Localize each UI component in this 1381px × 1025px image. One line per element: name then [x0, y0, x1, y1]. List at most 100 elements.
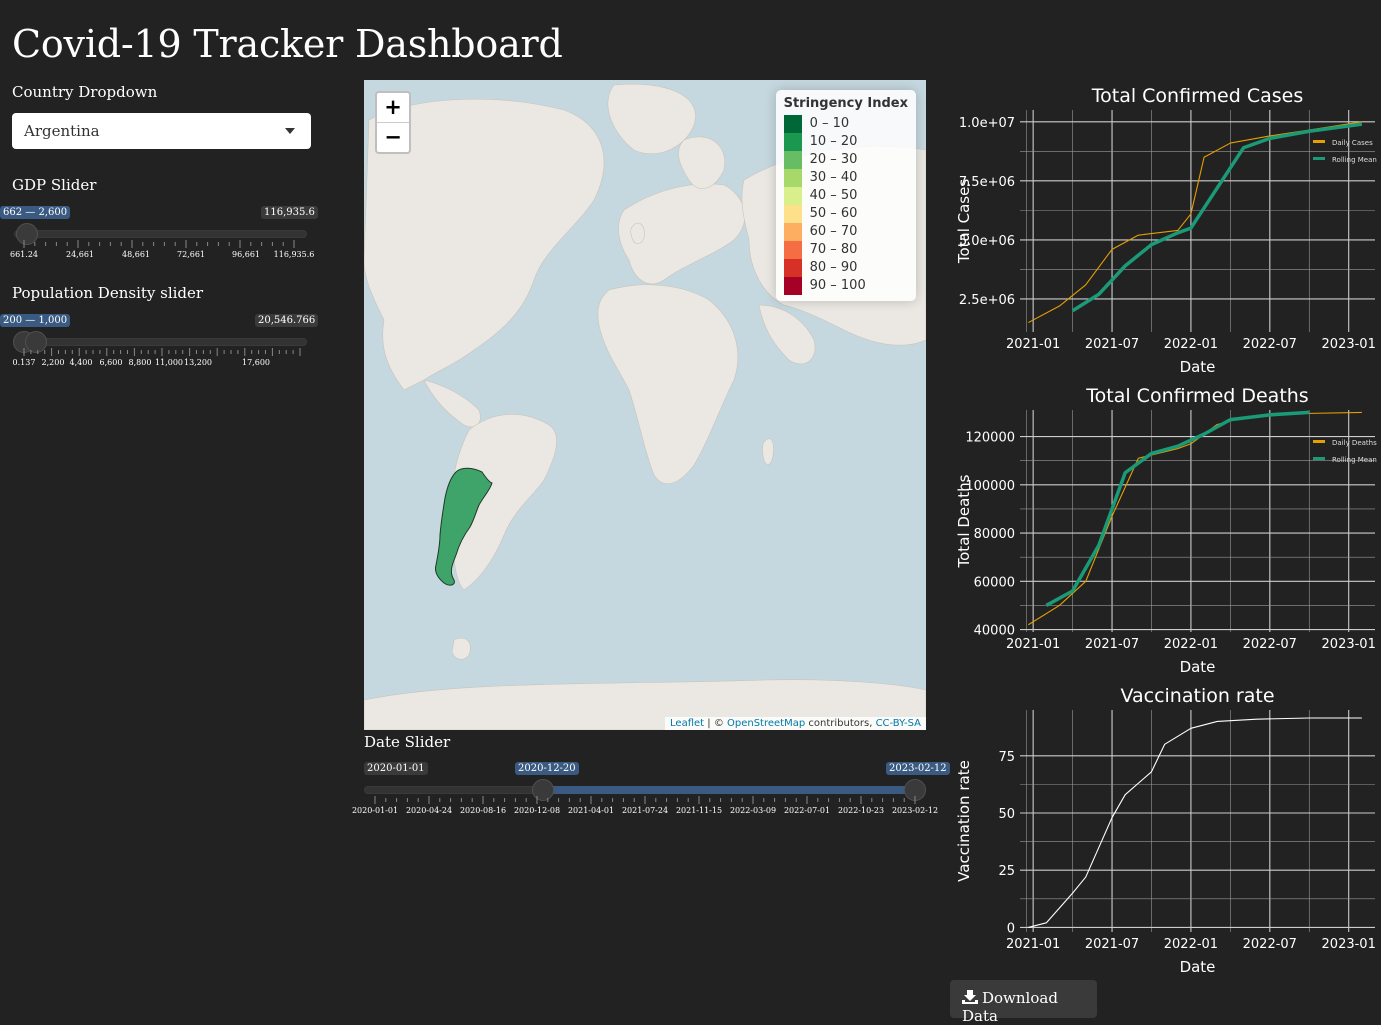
legend-row: 40 – 50	[783, 187, 908, 205]
x-axis-label: Date	[1180, 658, 1216, 675]
legend-swatch	[783, 259, 802, 277]
pop-slider-handle-max[interactable]	[25, 331, 47, 353]
pop-tick: 17,600	[242, 358, 270, 367]
zoom-out-button[interactable]: −	[377, 122, 409, 152]
y-axis-label: Vaccination rate	[955, 760, 973, 882]
date-to-label: 2023-02-12	[886, 762, 950, 775]
pop-tick: 13,200	[184, 358, 212, 367]
date-tick: 2023-02-12	[891, 806, 939, 815]
legend-swatch	[783, 133, 802, 151]
legend-row: 70 – 80	[783, 241, 908, 259]
y-tick-label: 40000	[974, 624, 1015, 639]
legend-swatch	[783, 151, 802, 169]
pop-tick: 0.137	[12, 358, 36, 367]
gdp-tick: 72,661	[177, 250, 205, 259]
pop-slider-label: Population Density slider	[12, 284, 204, 302]
gdp-tick: 96,661	[232, 250, 260, 259]
gdp-slider-handle[interactable]	[16, 223, 38, 245]
pop-range-label: 200 — 1,000	[0, 314, 71, 327]
x-tick-label: 2022-01	[1164, 337, 1218, 352]
legend-label: Rolling Mean	[1332, 456, 1377, 464]
legend-label: Rolling Mean	[1332, 156, 1377, 164]
date-slider-label: Date Slider	[364, 733, 451, 751]
pop-tick: 2,200	[41, 358, 65, 367]
legend-row: 30 – 40	[783, 169, 908, 187]
date-tick: 2021-11-15	[675, 806, 723, 815]
y-tick-label: 5.0e+06	[959, 234, 1015, 249]
leaflet-link[interactable]: Leaflet	[670, 718, 705, 729]
x-tick-label: 2022-01	[1164, 637, 1218, 652]
legend-label: Daily Cases	[1332, 139, 1373, 147]
legend-swatch	[1313, 140, 1325, 143]
legend-swatch	[1313, 157, 1325, 160]
legend-label: 30 – 40	[809, 170, 858, 185]
legend-label: 40 – 50	[809, 188, 858, 203]
country-dropdown[interactable]: Argentina	[12, 113, 311, 149]
y-tick-label: 80000	[974, 527, 1015, 542]
legend-label: 80 – 90	[809, 260, 858, 275]
y-tick-label: 0	[1007, 921, 1015, 936]
date-tick: 2020-04-24	[405, 806, 453, 815]
y-tick-label: 75	[998, 750, 1015, 765]
y-tick-label: 2.5e+06	[959, 293, 1015, 308]
stringency-map[interactable]: + − Stringency Index 0 – 10 10 – 20 20 – 3…	[364, 80, 926, 730]
x-tick-label: 2021-01	[1006, 937, 1060, 952]
gdp-slider-track[interactable]	[14, 230, 307, 238]
confirmed-cases-chart: Total Confirmed Cases Date Total Cases 2021…	[955, 85, 1377, 375]
date-slider-ticks	[374, 796, 916, 804]
legend-label: 60 – 70	[809, 224, 858, 239]
gdp-slider-ticks	[23, 240, 295, 248]
download-icon	[962, 990, 978, 1004]
license-link[interactable]: CC-BY-SA	[875, 718, 921, 729]
x-tick-label: 2021-07	[1085, 337, 1139, 352]
date-from-label: 2020-12-20	[515, 762, 579, 775]
date-min-label: 2020-01-01	[364, 762, 428, 775]
gdp-slider-label: GDP Slider	[12, 176, 97, 194]
x-tick-label: 2022-01	[1164, 937, 1218, 952]
gdp-max-label: 116,935.6	[261, 206, 318, 219]
pop-tick: 11,000	[155, 358, 183, 367]
date-tick: 2021-07-24	[621, 806, 669, 815]
chart-title: Vaccination rate	[1120, 685, 1274, 707]
gdp-slider[interactable]: 662 — 2,600 116,935.6 661.24 24,661 48,6…	[0, 204, 330, 264]
pop-density-slider[interactable]: 200 — 1,000 20,546.766 0.137 2,200 4,400…	[0, 312, 330, 372]
gdp-range-label: 662 — 2,600	[0, 206, 71, 219]
date-tick: 2022-03-09	[729, 806, 777, 815]
gdp-tick: 48,661	[122, 250, 150, 259]
x-tick-label: 2021-01	[1006, 637, 1060, 652]
legend-swatch	[783, 223, 802, 241]
legend-label: 20 – 30	[809, 152, 858, 167]
legend-label: 50 – 60	[809, 206, 858, 221]
map-zoom-control[interactable]: + −	[375, 91, 411, 154]
legend-row: 90 – 100	[783, 277, 908, 295]
download-data-button[interactable]: Download Data	[950, 980, 1097, 1025]
gdp-tick: 661.24	[10, 250, 38, 259]
date-slider[interactable]: 2020-01-01 2020-12-20 2023-02-12 2020-01…	[350, 760, 950, 820]
series-line	[1071, 122, 1363, 313]
osm-link[interactable]: OpenStreetMap	[727, 718, 806, 729]
pop-tick: 8,800	[128, 358, 152, 367]
date-slider-handle-from[interactable]	[532, 779, 554, 801]
stringency-legend: Stringency Index 0 – 10 10 – 20 20 – 30 30 …	[775, 90, 916, 301]
legend-row: 60 – 70	[783, 223, 908, 241]
legend-row: 50 – 60	[783, 205, 908, 223]
series-line	[1045, 410, 1310, 607]
date-tick: 2020-08-16	[459, 806, 507, 815]
zoom-in-button[interactable]: +	[384, 95, 402, 119]
y-tick-label: 60000	[974, 575, 1015, 590]
legend-label: 0 – 10	[809, 116, 850, 131]
confirmed-deaths-chart: Total Confirmed Deaths Date Total Deaths 20…	[955, 385, 1377, 675]
legend-label: 10 – 20	[809, 134, 858, 149]
legend-row: 0 – 10	[783, 115, 908, 133]
x-tick-label: 2021-07	[1085, 637, 1139, 652]
page-title: Covid-19 Tracker Dashboard	[12, 22, 563, 66]
chevron-down-icon	[285, 128, 295, 134]
x-tick-label: 2023-01	[1322, 337, 1376, 352]
date-slider-range-bar[interactable]	[543, 786, 915, 794]
date-tick: 2020-01-01	[351, 806, 399, 815]
y-tick-label: 50	[998, 807, 1015, 822]
vaccination-rate-chart: Vaccination rate Date Vaccination rate 2021…	[955, 685, 1376, 975]
legend-swatch	[1313, 440, 1325, 443]
legend-title: Stringency Index	[783, 96, 908, 111]
x-tick-label: 2021-01	[1006, 337, 1060, 352]
